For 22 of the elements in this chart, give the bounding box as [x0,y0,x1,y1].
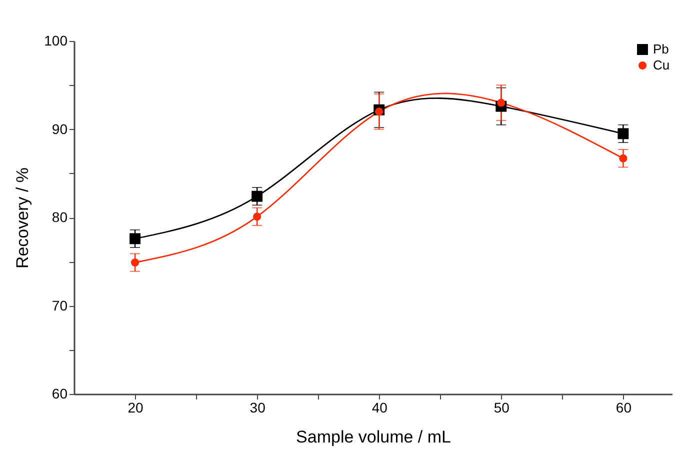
x-tick-label: 50 [494,400,510,416]
point [130,233,140,244]
point [375,108,384,116]
x-tick-label: 30 [250,400,266,416]
point [253,212,262,221]
legend-label: Pb [653,42,669,56]
y-tick-label: 90 [52,120,68,137]
y-tick-label: 60 [52,386,68,402]
x-tick-label: 20 [128,400,144,416]
x-tick-label: 60 [616,400,632,416]
y-tick-label: 70 [52,297,68,314]
x-axis-title: Sample volume / mL [296,428,451,446]
point [497,98,506,107]
x-tick-label: 40 [372,400,388,416]
y-tick-label: 80 [52,209,68,225]
y-axis-title: Recovery / % [13,167,32,269]
y-tick-label: 100 [44,32,68,48]
point [619,154,628,162]
point [130,258,140,267]
point [618,128,629,140]
point [252,190,263,202]
legend-label: Cu [653,58,670,72]
